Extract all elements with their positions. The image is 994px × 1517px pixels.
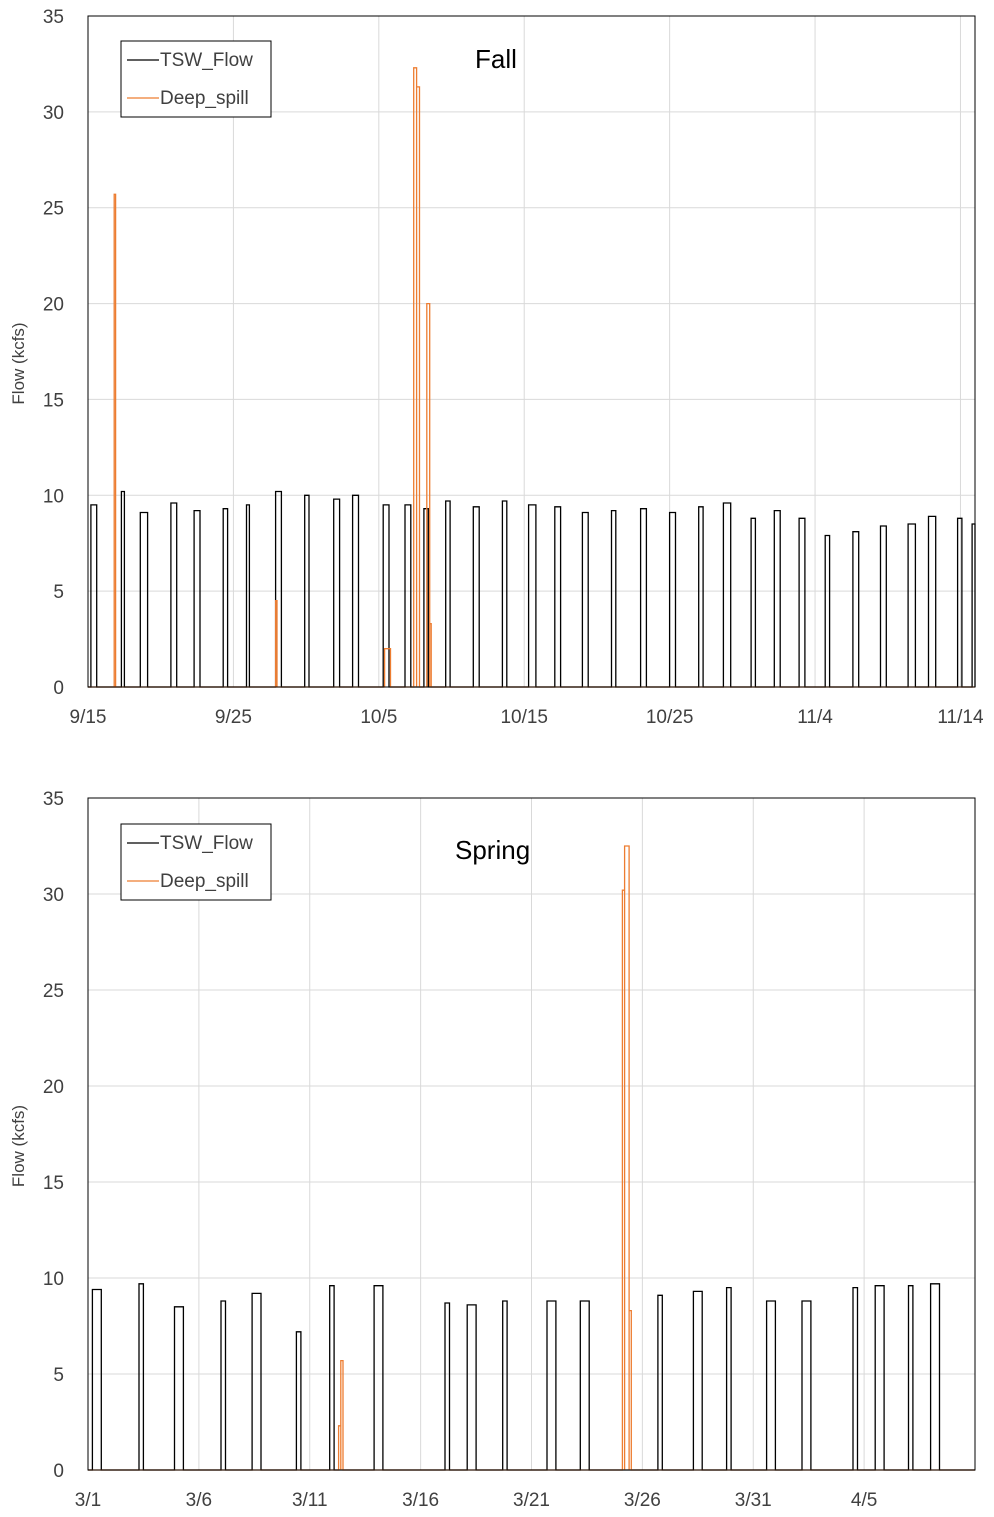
chart-title: Spring	[455, 835, 530, 865]
legend: TSW_Flow Deep_spill	[120, 823, 272, 901]
y-tick-label: 10	[43, 486, 64, 507]
deep-spill-line	[88, 67, 975, 688]
y-tick-label: 30	[43, 103, 64, 124]
y-tick-label: 35	[43, 7, 64, 28]
legend-label-deep-spill: Deep_spill	[160, 871, 249, 892]
x-tick-label: 3/26	[624, 1490, 661, 1511]
legend-box	[120, 40, 272, 118]
x-tick-label: 3/6	[186, 1490, 212, 1511]
series-deep-spill	[88, 845, 975, 1471]
legend-label-tsw-flow: TSW_Flow	[160, 50, 253, 71]
y-tick-label: 20	[43, 1077, 64, 1098]
x-tick-label: 3/31	[735, 1490, 772, 1511]
legend-label-tsw-flow: TSW_Flow	[160, 833, 253, 854]
y-axis-title: Flow (kcfs)	[9, 322, 28, 404]
y-tick-labels: 0 5 10 15 20 25 30 35	[43, 7, 64, 699]
y-tick-label: 35	[43, 789, 64, 810]
y-tick-label: 0	[53, 1461, 64, 1482]
y-tick-label: 5	[53, 582, 64, 603]
x-tick-label: 10/5	[360, 707, 397, 728]
x-tick-label: 3/1	[75, 1490, 101, 1511]
x-tick-label: 9/15	[70, 707, 107, 728]
x-tick-label: 11/14	[937, 707, 984, 728]
y-tick-label: 30	[43, 885, 64, 906]
y-tick-label: 10	[43, 1269, 64, 1290]
y-tick-label: 25	[43, 981, 64, 1002]
y-tick-label: 25	[43, 199, 64, 220]
plot-frame	[87, 797, 976, 1471]
fall-chart: 0 5 10 15 20 25 30 35 9/15 9/25 10/5 10/15 10/25 11/…	[9, 7, 984, 728]
x-tick-labels: 3/1 3/6 3/11 3/16 3/21 3/26 3/31 4/5	[75, 1490, 878, 1511]
x-tick-labels: 9/15 9/25 10/5 10/15 10/25 11/4 11/14	[70, 707, 984, 728]
spring-chart: 0 5 10 15 20 25 30 35 3/1 3/6 3/11 3/16 3/21 3/26 3/3…	[9, 789, 976, 1511]
series-tsw-flow	[88, 490, 976, 688]
legend-box	[120, 823, 272, 901]
x-tick-label: 11/4	[797, 707, 833, 728]
x-tick-label: 3/21	[513, 1490, 550, 1511]
y-tick-label: 15	[43, 390, 64, 411]
tsw-flow-line	[88, 490, 976, 688]
deep-spill-line	[88, 845, 975, 1471]
plot-frame	[87, 15, 976, 688]
y-tick-label: 20	[43, 295, 64, 316]
legend: TSW_Flow Deep_spill	[120, 40, 272, 118]
series-deep-spill	[88, 67, 975, 688]
x-tick-label: 3/16	[402, 1490, 439, 1511]
x-tick-label: 10/25	[646, 707, 694, 728]
x-tick-label: 9/25	[215, 707, 252, 728]
x-tick-label: 3/11	[292, 1490, 328, 1511]
y-tick-label: 0	[53, 678, 64, 699]
x-tick-label: 10/15	[500, 707, 548, 728]
legend-label-deep-spill: Deep_spill	[160, 88, 249, 109]
y-tick-label: 5	[53, 1365, 64, 1386]
y-axis-title: Flow (kcfs)	[9, 1105, 28, 1187]
y-tick-labels: 0 5 10 15 20 25 30 35	[43, 789, 64, 1482]
y-tick-label: 15	[43, 1173, 64, 1194]
chart-title: Fall	[475, 44, 517, 74]
x-tick-label: 4/5	[851, 1490, 877, 1511]
